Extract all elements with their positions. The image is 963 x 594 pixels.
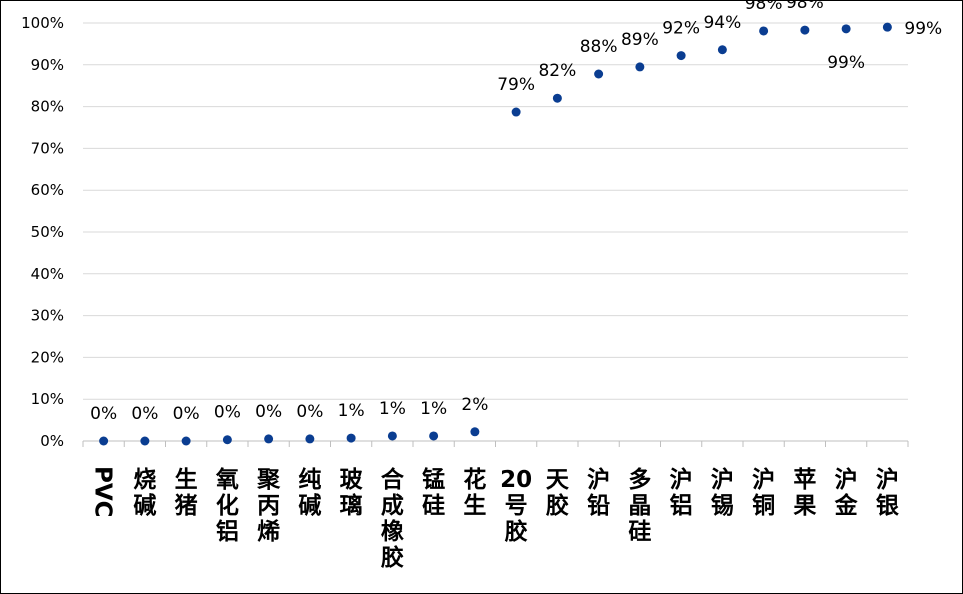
data-label: 2%	[461, 395, 488, 415]
data-label: 92%	[662, 19, 700, 39]
y-tick-label: 10%	[31, 390, 64, 408]
data-point	[429, 431, 439, 441]
y-tick-label: 70%	[31, 139, 64, 157]
data-label: 0%	[255, 402, 282, 422]
y-tick-label: 80%	[31, 98, 64, 116]
data-point	[222, 435, 232, 445]
x-category-label: 沪金	[834, 466, 859, 519]
data-label: 82%	[538, 61, 576, 81]
x-category-label: 天胶	[546, 467, 570, 519]
data-point	[346, 433, 356, 443]
data-point	[387, 431, 397, 441]
data-point	[594, 69, 604, 79]
data-point	[635, 62, 645, 72]
x-category-label: 沪铝	[670, 466, 693, 519]
data-label: 0%	[173, 404, 200, 424]
data-point	[305, 434, 315, 444]
data-label: 88%	[580, 37, 618, 57]
x-category-label: 玻璃	[340, 467, 364, 519]
x-category-label: 沪铅	[587, 466, 610, 519]
data-point	[717, 45, 727, 55]
data-point	[264, 434, 274, 444]
x-category-label: 烧碱	[133, 467, 156, 519]
x-category-label: 氧化铝	[215, 466, 239, 545]
data-point	[800, 25, 810, 35]
x-category-label: 沪银	[876, 466, 900, 519]
y-tick-label: 50%	[31, 223, 64, 241]
x-category-label: 聚丙烯	[256, 467, 281, 545]
data-point	[181, 436, 191, 446]
y-tick-label: 100%	[21, 14, 64, 32]
x-category-label: 多晶硅	[628, 466, 651, 545]
data-point	[552, 93, 562, 103]
data-point	[140, 436, 150, 446]
y-tick-label: 40%	[31, 265, 64, 283]
y-tick-label: 90%	[31, 56, 64, 74]
data-label: 89%	[621, 30, 659, 50]
x-category-label: 纯碱	[298, 466, 321, 519]
x-category-label: 苹果	[793, 467, 816, 519]
data-label: 0%	[296, 402, 323, 422]
data-label: 94%	[703, 13, 741, 33]
x-category-label: 沪铜	[752, 466, 775, 519]
data-point	[882, 22, 892, 32]
data-label: 0%	[131, 404, 158, 424]
y-tick-label: 60%	[31, 181, 64, 199]
y-tick-label: 0%	[40, 432, 64, 450]
data-point	[759, 26, 769, 36]
data-label: 99%	[904, 19, 942, 39]
y-tick-label: 30%	[31, 307, 64, 325]
x-category-label: 锰硅	[422, 466, 445, 519]
data-label: 0%	[90, 404, 117, 424]
x-category-label: 合成橡胶	[381, 466, 405, 571]
data-point	[99, 436, 109, 446]
x-category-label: 生猪	[175, 467, 198, 519]
data-label: 99%	[827, 53, 865, 73]
x-category-label: 花生	[463, 467, 486, 519]
data-label: 1%	[338, 401, 365, 421]
data-point	[511, 107, 521, 117]
data-label: 98%	[745, 0, 783, 14]
data-point	[676, 51, 686, 61]
data-label: 1%	[379, 399, 406, 419]
data-label: 1%	[420, 399, 447, 419]
data-point	[470, 427, 480, 437]
y-tick-label: 20%	[31, 348, 64, 366]
data-label: 98%	[786, 0, 824, 13]
x-category-label: PVC	[90, 466, 116, 518]
data-label: 79%	[497, 75, 535, 95]
x-category-label: 20 号胶	[500, 467, 532, 545]
data-point	[841, 24, 851, 34]
data-label: 0%	[214, 403, 241, 423]
x-category-label: 沪锡	[711, 466, 734, 519]
